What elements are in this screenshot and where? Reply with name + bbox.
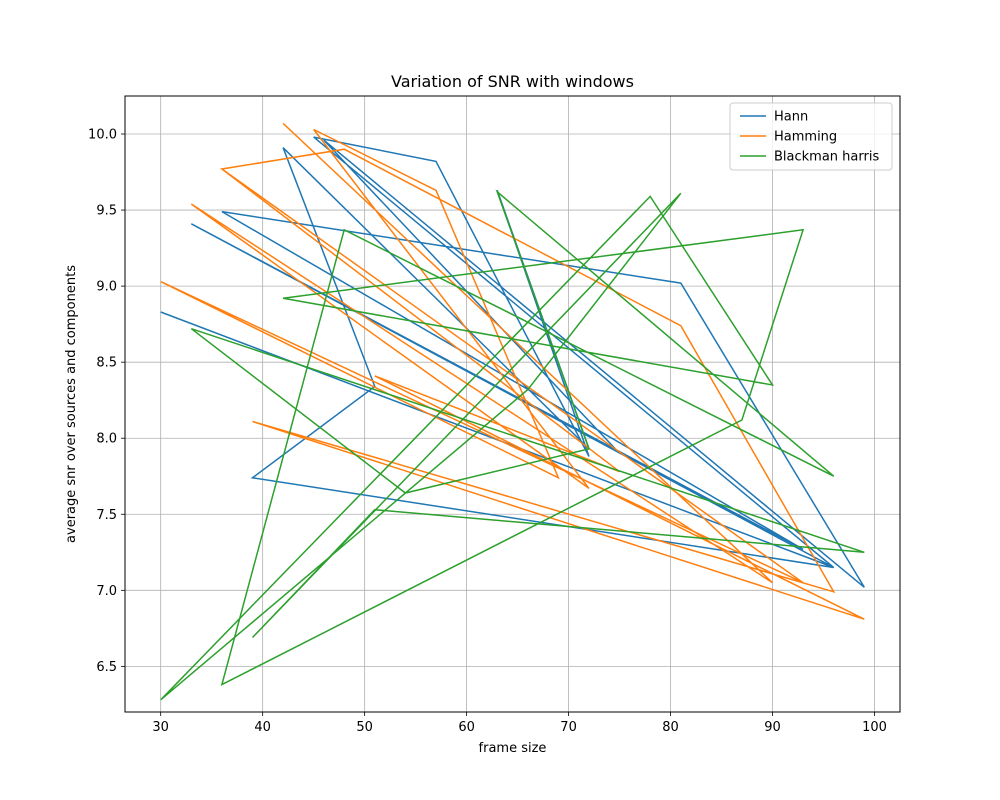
x-tick-label: 70	[560, 720, 577, 735]
legend-label-hamming: Hamming	[774, 130, 837, 145]
x-tick-label: 90	[764, 720, 781, 735]
legend-box	[729, 102, 893, 171]
legend-label-blackman-harris: Blackman harris	[774, 150, 879, 165]
series-line-hann	[160, 136, 865, 588]
legend: Hann Hamming Blackman harris	[729, 102, 893, 171]
chart-title: Variation of SNR with windows	[391, 72, 634, 91]
y-axis-label: average snr over sources and components	[64, 265, 79, 543]
x-axis-label: frame size	[479, 741, 547, 756]
ticks: 30 40 50 60 70 80 90 100 6.5 7.0 7.5 8.0 8.5 9.0 9.5 10…	[88, 128, 887, 735]
y-tick-label: 10.0	[88, 128, 117, 143]
y-tick-label: 7.5	[96, 508, 117, 523]
y-tick-label: 8.0	[96, 432, 117, 447]
x-tick-label: 40	[254, 720, 271, 735]
plot-frame	[124, 95, 901, 713]
x-tick-label: 50	[356, 720, 373, 735]
y-tick-label: 8.5	[96, 356, 117, 371]
x-tick-label: 30	[152, 720, 169, 735]
x-tick-label: 60	[458, 720, 475, 735]
legend-label-hann: Hann	[774, 110, 808, 125]
y-tick-label: 9.5	[96, 204, 117, 219]
y-tick-label: 7.0	[96, 584, 117, 599]
series-line-hamming	[160, 122, 865, 620]
series-lines	[160, 122, 865, 701]
series-line-blackman-harris	[160, 189, 865, 701]
y-tick-label: 6.5	[96, 660, 117, 675]
x-tick-label: 100	[862, 720, 887, 735]
x-tick-label: 80	[662, 720, 679, 735]
grid	[125, 96, 900, 712]
y-tick-label: 9.0	[96, 280, 117, 295]
